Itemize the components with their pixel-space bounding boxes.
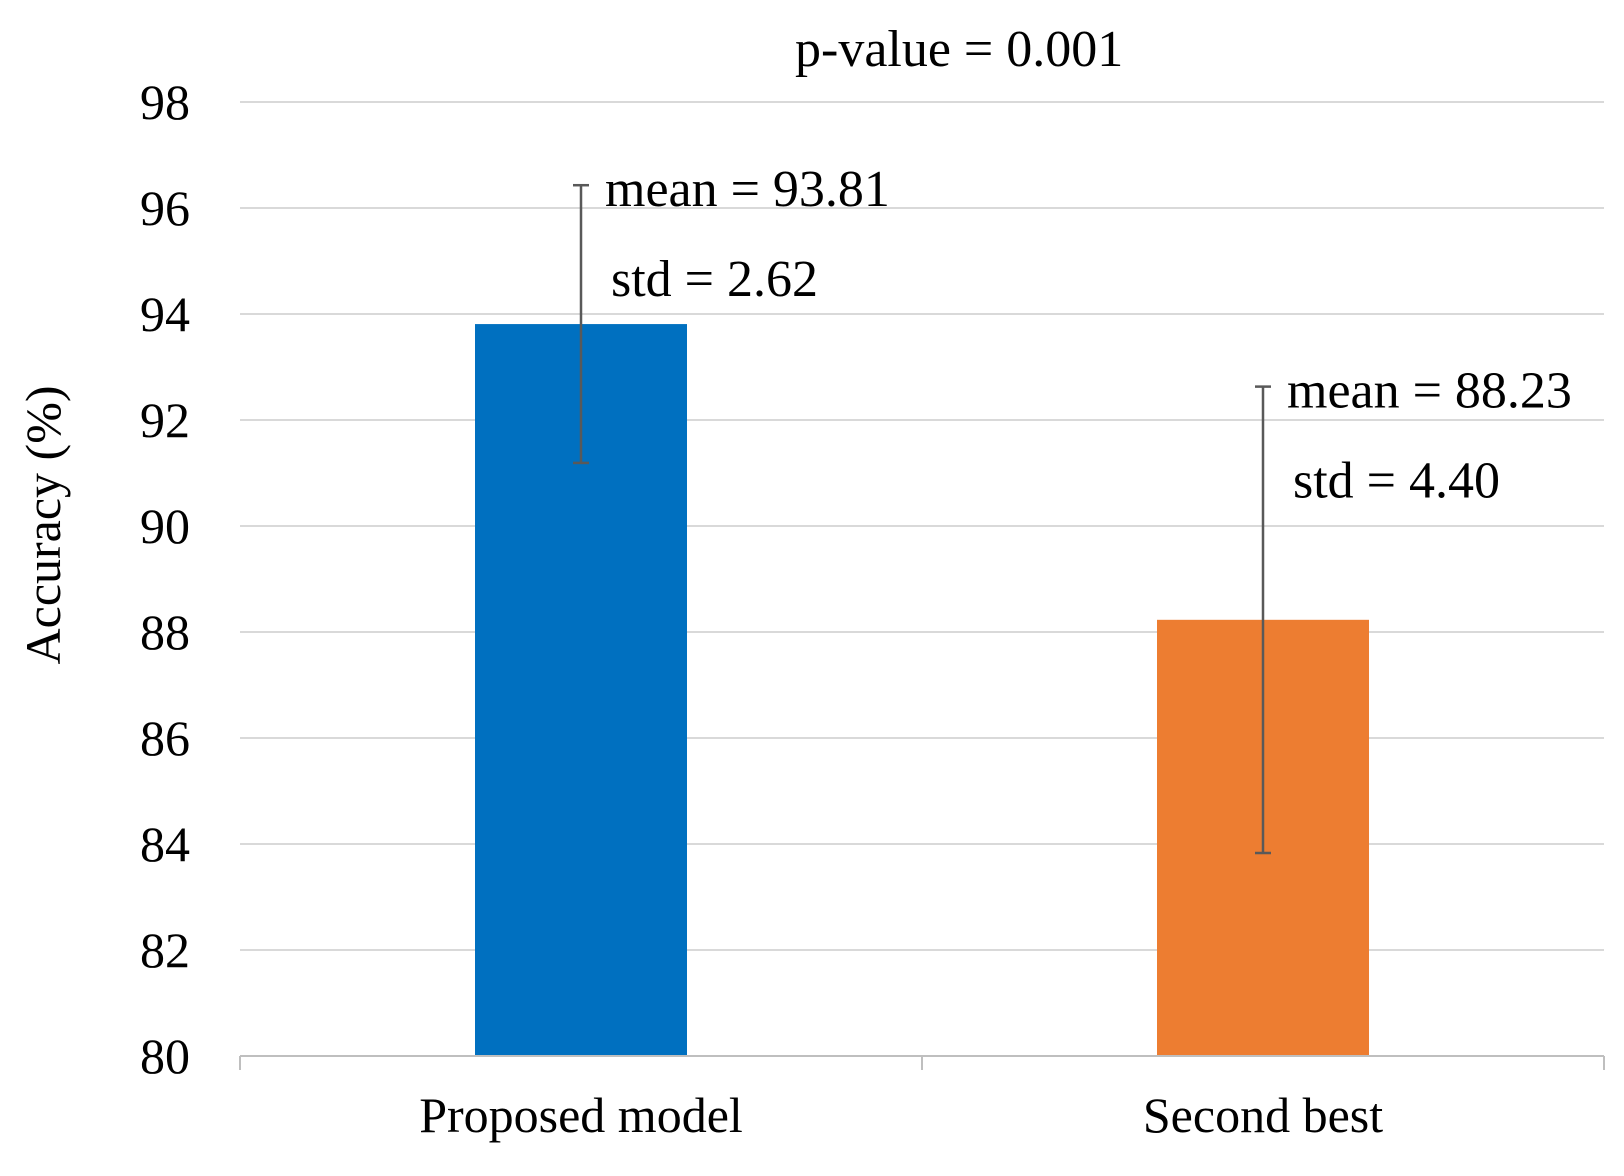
- x-category-label-1: Second best: [1143, 1087, 1383, 1143]
- x-axis: [239, 1055, 1605, 1070]
- std-annotation-1: std = 4.40: [1293, 453, 1500, 510]
- y-tick-label-96: 96: [140, 180, 190, 236]
- bars: [475, 324, 1369, 1056]
- x-axis-categories: Proposed model Second best: [419, 1087, 1383, 1143]
- y-tick-label-90: 90: [140, 498, 190, 554]
- annotations: mean = 93.81 std = 2.62 mean = 88.23 std = …: [605, 161, 1572, 509]
- x-category-label-0: Proposed model: [419, 1087, 743, 1143]
- y-tick-label-98: 98: [140, 74, 190, 130]
- y-tick-label-86: 86: [140, 710, 190, 766]
- error-bars: [573, 183, 1271, 855]
- y-tick-label-88: 88: [140, 604, 190, 660]
- y-tick-label-94: 94: [140, 286, 190, 342]
- y-axis-label: Accuracy (%): [15, 386, 71, 665]
- y-axis-ticks: 80 82 84 86 88 90 92 94 96 98: [140, 74, 190, 1084]
- y-tick-label-82: 82: [140, 922, 190, 978]
- mean-annotation-1: mean = 88.23: [1287, 363, 1572, 420]
- mean-annotation-0: mean = 93.81: [605, 161, 890, 218]
- std-annotation-0: std = 2.62: [611, 251, 818, 308]
- y-tick-label-84: 84: [140, 816, 190, 872]
- p-value-annotation: p-value = 0.001: [795, 21, 1123, 78]
- y-tick-label-92: 92: [140, 392, 190, 448]
- y-tick-label-80: 80: [140, 1028, 190, 1084]
- gridlines: [240, 101, 1604, 951]
